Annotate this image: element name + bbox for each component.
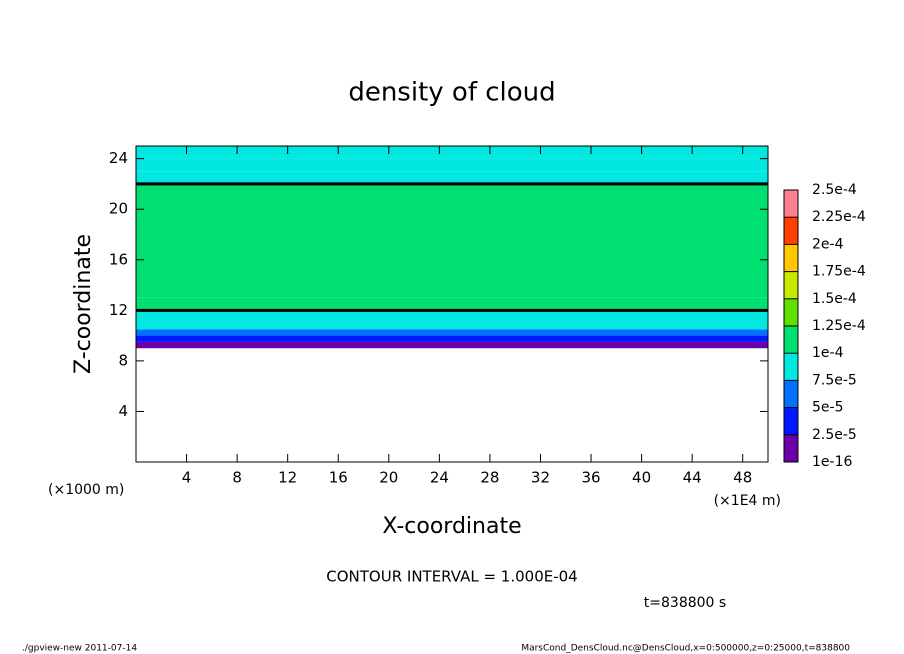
colorbar-swatch — [784, 298, 798, 326]
colorbar-label: 1.75e-4 — [812, 264, 866, 280]
x-tick-label: 28 — [480, 469, 499, 487]
time-label: t=838800 s — [644, 595, 726, 611]
x-tick-label: 8 — [232, 469, 242, 487]
contour-note: CONTOUR INTERVAL = 1.000E-04 — [326, 568, 577, 586]
colorbar-label: 2e-4 — [812, 236, 844, 252]
y-axis-label: Z-coordinate — [71, 234, 96, 374]
y-tick-label: 24 — [109, 149, 128, 167]
colorbar-swatch — [784, 326, 798, 354]
colorbar-swatch — [784, 271, 798, 299]
x-tick-label: 16 — [329, 469, 348, 487]
colorbar-label: 2.5e-5 — [812, 427, 857, 443]
footer-left: ./gpview-new 2011-07-14 — [22, 644, 137, 654]
x-tick-label: 20 — [379, 469, 398, 487]
colorbar-label: 1e-16 — [812, 454, 852, 470]
field-band — [136, 341, 768, 349]
x-axis-label: X-coordinate — [382, 514, 521, 539]
x-tick-label: 4 — [182, 469, 192, 487]
colorbar-label: 1.5e-4 — [812, 291, 857, 307]
y-tick-label: 12 — [109, 301, 128, 319]
field-band — [136, 297, 768, 311]
x-tick-label: 12 — [278, 469, 297, 487]
field-band — [136, 146, 768, 159]
x-unit-right: (×1E4 m) — [714, 493, 781, 509]
colorbar-frame — [783, 189, 799, 463]
footer-right: MarsCond_DensCloud.nc@DensCloud,x=0:5000… — [521, 644, 850, 654]
y-tick-label: 20 — [109, 200, 128, 218]
plot-frame — [135, 145, 769, 463]
colorbar-label: 2.5e-4 — [812, 182, 857, 198]
x-tick-label: 40 — [632, 469, 651, 487]
y-tick-label: 8 — [118, 351, 128, 369]
colorbar-label: 1.25e-4 — [812, 318, 866, 334]
colorbar-swatch — [784, 380, 798, 408]
field-band — [136, 158, 768, 172]
colorbar-label: 7.5e-5 — [812, 372, 857, 388]
x-tick-label: 32 — [531, 469, 550, 487]
field-band — [136, 171, 768, 184]
x-tick-label: 48 — [733, 469, 752, 487]
colorbar-swatch — [784, 407, 798, 435]
colorbar-swatch — [784, 434, 798, 462]
field-band — [136, 183, 768, 197]
x-unit: (×1000 m) — [48, 482, 124, 498]
field-band — [136, 196, 768, 298]
y-tick-label: 4 — [118, 402, 128, 420]
colorbar-swatch — [784, 190, 798, 218]
chart-title: density of cloud — [348, 78, 555, 108]
field-band — [136, 335, 768, 342]
colorbar-swatch — [784, 217, 798, 245]
colorbar-label: 5e-5 — [812, 400, 843, 416]
x-tick-label: 24 — [430, 469, 449, 487]
field-band — [136, 310, 768, 323]
colorbar-swatch — [784, 244, 798, 272]
field-band — [136, 322, 768, 330]
colorbar-label: 1e-4 — [812, 345, 844, 361]
y-tick-label: 16 — [109, 250, 128, 268]
x-tick-label: 44 — [683, 469, 702, 487]
colorbar-swatch — [784, 353, 798, 381]
x-tick-label: 36 — [581, 469, 600, 487]
field-band — [136, 329, 768, 336]
colorbar-label: 2.25e-4 — [812, 209, 866, 225]
